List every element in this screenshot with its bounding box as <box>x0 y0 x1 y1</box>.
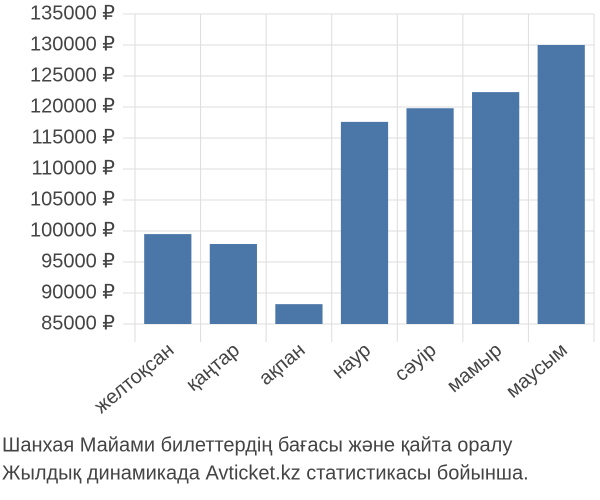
bar <box>472 92 520 325</box>
y-tick-label: 125000 ₽ <box>30 64 115 86</box>
y-tick-label: 115000 ₽ <box>31 126 115 148</box>
x-tick-label: мамыр <box>443 339 506 397</box>
x-tick-label: қаңтар <box>182 339 244 396</box>
bar <box>275 304 323 324</box>
y-tick-label: 105000 ₽ <box>30 188 115 210</box>
y-tick-label: 100000 ₽ <box>30 219 115 241</box>
x-tick-label: маусым <box>502 339 572 402</box>
x-tick-label: желтоқсан <box>90 339 178 418</box>
bar <box>340 121 389 324</box>
x-tick-label: ақпан <box>255 339 310 390</box>
x-tick-label: сәуір <box>391 339 441 386</box>
y-tick-label: 110000 ₽ <box>31 157 115 179</box>
bar <box>537 45 585 324</box>
bar <box>144 234 192 324</box>
y-tick-label: 90000 ₽ <box>41 281 115 303</box>
bar <box>209 244 257 324</box>
y-tick-label: 95000 ₽ <box>41 250 115 272</box>
y-tick-label: 135000 ₽ <box>30 2 115 24</box>
y-tick-label: 130000 ₽ <box>30 33 115 55</box>
y-tick-label: 120000 ₽ <box>30 95 115 117</box>
x-tick-label: наур <box>328 339 375 383</box>
chart-title: Жылдық динамикада Avticket.kz статистика… <box>2 462 529 484</box>
y-tick-label: 85000 ₽ <box>41 312 115 334</box>
chart-title: Шанхая Майами билеттердің бағасы және қа… <box>2 434 512 456</box>
bar <box>406 108 454 325</box>
